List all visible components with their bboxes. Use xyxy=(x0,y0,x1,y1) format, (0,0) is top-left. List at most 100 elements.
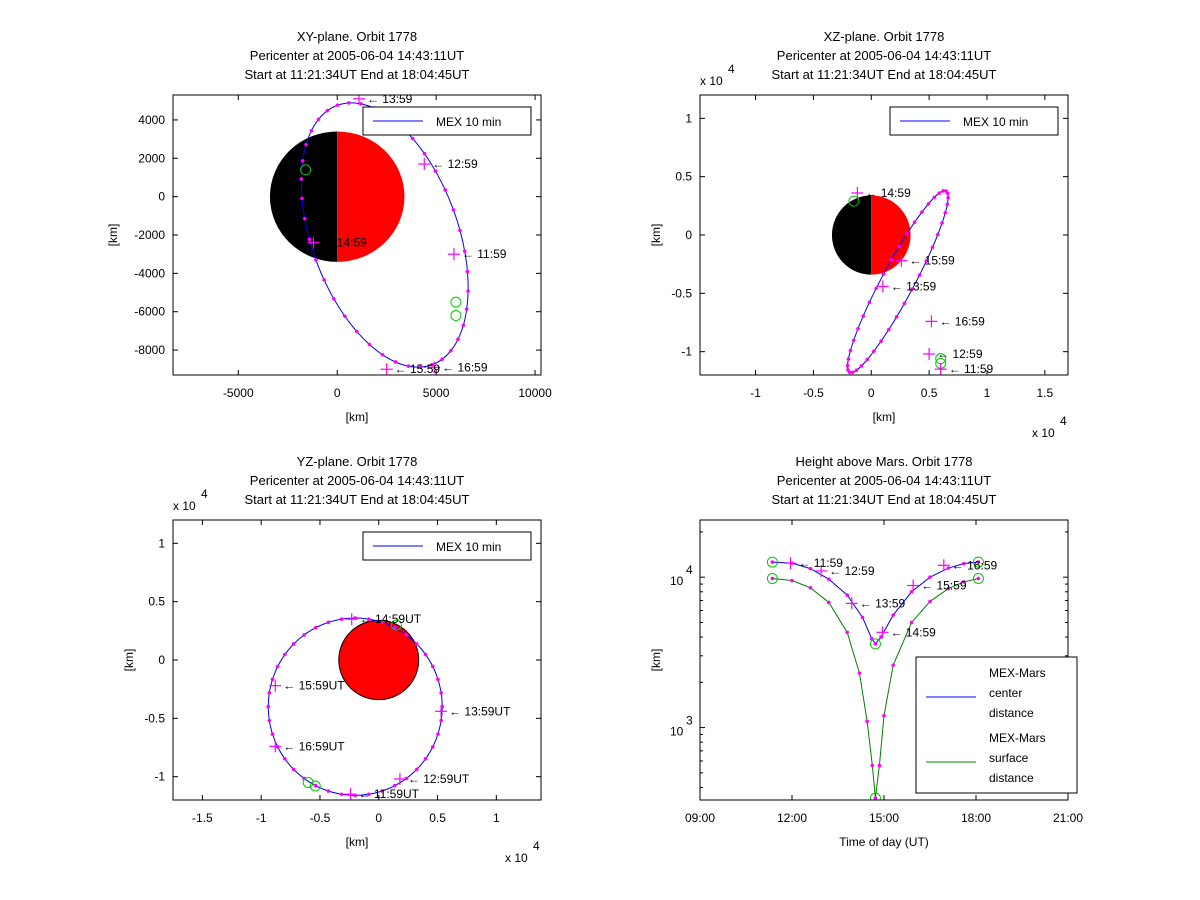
orbit-10min-marker xyxy=(945,202,950,207)
chart-title-line: Start at 11:21:34UT End at 18:04:45UT xyxy=(245,67,470,82)
orbit-10min-marker xyxy=(430,664,435,669)
y-tick-label: 2000 xyxy=(138,151,165,165)
x-axis-label: Time of day (UT) xyxy=(839,835,929,849)
series-point xyxy=(946,586,951,591)
orbit-10min-marker xyxy=(313,783,318,788)
x-axis-label: [km] xyxy=(346,835,369,849)
orbit-10min-marker xyxy=(935,232,940,237)
hour-label: ← 16:59UT xyxy=(283,739,345,753)
y-tick-label: -0.5 xyxy=(671,286,692,300)
plot-area xyxy=(269,95,470,375)
x-multiplier-exponent: 4 xyxy=(533,839,540,853)
chart-xy: XY-plane. Orbit 1778 Pericenter at 2005-0… xyxy=(106,29,552,424)
x-multiplier: x 10 xyxy=(505,851,528,865)
orbit-10min-marker xyxy=(881,272,886,276)
legend-label: surface xyxy=(989,751,1029,765)
series-point xyxy=(879,635,883,639)
orbit-10min-marker xyxy=(462,249,467,254)
hour-label: ← 16:59 xyxy=(442,360,488,374)
y-tick-label: 10 xyxy=(670,725,684,739)
orbit-10min-marker xyxy=(367,617,371,621)
y-tick-label: 10 xyxy=(670,574,684,588)
orbit-10min-marker xyxy=(302,633,306,637)
orbit-10min-marker xyxy=(894,315,899,319)
orbit-10min-marker xyxy=(422,151,427,156)
x-tick-label: 09:00 xyxy=(685,811,715,825)
orbit-10min-marker xyxy=(300,159,305,163)
start-end-marker xyxy=(450,310,462,322)
series-point xyxy=(877,763,882,768)
orbit-10min-marker xyxy=(451,208,456,212)
series-point xyxy=(946,566,951,570)
x-tick-label: 0.5 xyxy=(921,386,938,400)
start-end-marker xyxy=(972,573,984,585)
orbit-10min-marker xyxy=(867,300,872,305)
orbit-10min-marker xyxy=(854,368,859,373)
orbit-10min-marker xyxy=(355,329,359,334)
y-tick-label: -1 xyxy=(154,770,165,784)
orbit-10min-marker xyxy=(439,718,443,723)
orbit-10min-marker xyxy=(423,652,428,657)
orbit-10min-marker xyxy=(316,117,321,122)
orbit-10min-marker xyxy=(846,368,850,372)
orbit-10min-marker xyxy=(347,101,351,105)
hour-label: ← 15:59 xyxy=(395,362,441,376)
pericenter-marker xyxy=(869,638,881,650)
hour-label: ← 13:59 xyxy=(860,596,906,610)
orbit-10min-marker xyxy=(932,195,937,200)
orbit-10min-marker xyxy=(359,102,363,106)
chart-title-line: Pericenter at 2005-06-04 14:43:11UT xyxy=(777,48,991,63)
orbit-10min-marker xyxy=(332,297,336,301)
chart-title-line: YZ-plane. Orbit 1778 xyxy=(297,454,418,469)
hour-label: ← 14:59 xyxy=(890,625,936,639)
chart-title-line: XY-plane. Orbit 1778 xyxy=(297,29,417,44)
orbit-10min-marker xyxy=(343,314,347,319)
orbit-10min-marker xyxy=(436,732,440,736)
y-axis-label: [km] xyxy=(649,224,663,247)
orbit-10min-marker xyxy=(443,188,448,192)
orbit-10min-marker xyxy=(945,191,950,196)
mars-disk xyxy=(338,619,420,701)
orbit-10min-marker xyxy=(406,364,411,368)
x-tick-label: 18:00 xyxy=(961,811,991,825)
plot-area xyxy=(766,556,984,800)
hour-label: ← 15:59 xyxy=(909,254,955,268)
orbit-10min-marker xyxy=(436,677,440,682)
orbit-10min-marker xyxy=(879,339,883,343)
chart-title-line: XZ-plane. Orbit 1778 xyxy=(824,29,945,44)
orbit-10min-marker xyxy=(267,718,272,723)
x-tick-label: 0.5 xyxy=(429,811,446,825)
orbit-10min-marker xyxy=(266,704,271,709)
series-point xyxy=(827,600,831,605)
orbit-10min-marker xyxy=(456,337,460,342)
orbit-10min-marker xyxy=(414,642,419,646)
orbit-10min-marker xyxy=(291,642,296,646)
orbit-10min-marker xyxy=(466,289,470,293)
orbit-10min-marker xyxy=(461,323,466,328)
x-tick-label: 1 xyxy=(493,811,500,825)
y-axis-label: [km] xyxy=(122,649,136,672)
start-end-marker xyxy=(450,296,462,308)
orbit-10min-marker xyxy=(850,370,855,375)
orbit-10min-marker xyxy=(339,792,344,797)
series-point xyxy=(909,589,914,594)
orbit-10min-marker xyxy=(275,664,280,669)
orbit-10min-marker xyxy=(920,210,924,214)
series-point xyxy=(790,578,794,583)
series-point xyxy=(827,577,831,581)
hour-label: ← 11:59 xyxy=(798,556,843,570)
orbit-10min-marker xyxy=(846,357,851,361)
start-end-marker xyxy=(309,780,321,792)
orbit-10min-marker xyxy=(856,326,860,331)
y-tick-label: 1 xyxy=(158,536,165,550)
orbit-10min-marker xyxy=(339,617,344,621)
orbit-10min-marker xyxy=(392,783,397,788)
series-point xyxy=(857,671,862,675)
y-axis-label: [km] xyxy=(649,649,663,672)
hour-label: ← 12:59UT xyxy=(408,772,470,786)
orbit-10min-marker xyxy=(930,245,935,250)
mars-night-side xyxy=(269,131,338,262)
orbit-10min-marker xyxy=(941,189,946,193)
legend-label: MEX 10 min xyxy=(436,540,501,554)
orbit-10min-marker xyxy=(937,191,942,195)
